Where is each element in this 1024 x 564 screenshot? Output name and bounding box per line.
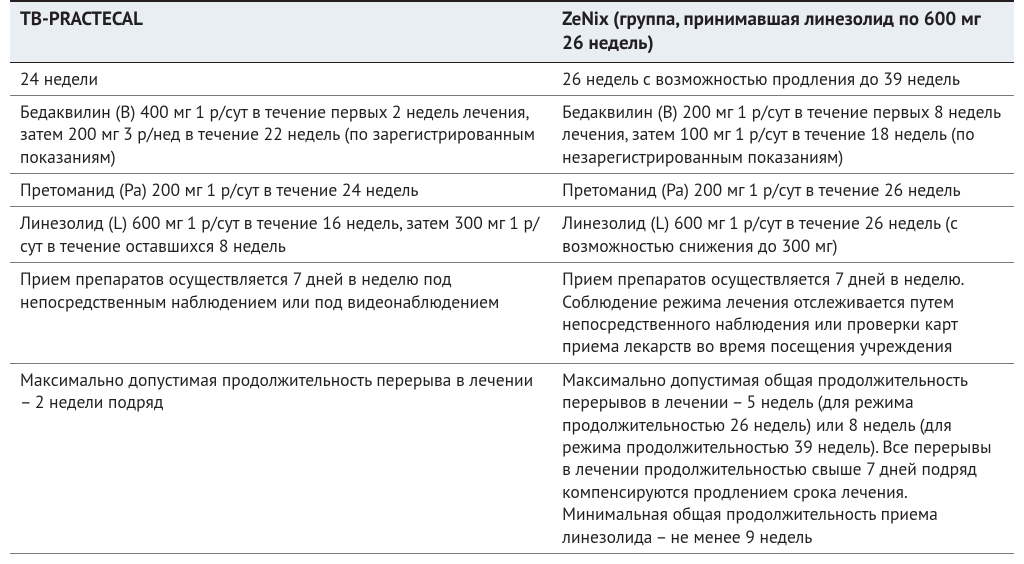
cell-left: Максимально допустимая продолжительность… — [10, 363, 552, 553]
col-header-zenix: ZeNix (группа, принимавшая линезолид по … — [552, 1, 1014, 62]
table-row: Максимально допустимая продолжительность… — [10, 363, 1014, 553]
comparison-table-container: TB-PRACTECAL ZeNix (группа, принимавшая … — [0, 0, 1024, 564]
col-header-practecal: TB-PRACTECAL — [10, 1, 552, 62]
cell-left: 24 недели — [10, 62, 552, 95]
cell-left: Бедаквилин (B) 400 мг 1 р/сут в течение … — [10, 95, 552, 173]
comparison-table: TB-PRACTECAL ZeNix (группа, принимавшая … — [10, 0, 1014, 554]
cell-left: Прием препаратов осуществляется 7 дней в… — [10, 263, 552, 364]
table-row: Прием препаратов осуществляется 7 дней в… — [10, 263, 1014, 364]
table-row: 24 недели 26 недель с возможностью продл… — [10, 62, 1014, 95]
cell-right: Линезолид (L) 600 мг 1 р/сут в течение 2… — [552, 207, 1014, 263]
cell-right: 26 недель с возможностью продления до 39… — [552, 62, 1014, 95]
cell-right: Бедаквилин (B) 200 мг 1 р/сут в течение … — [552, 95, 1014, 173]
cell-left: Линезолид (L) 600 мг 1 р/сут в течение 1… — [10, 207, 552, 263]
table-header-row: TB-PRACTECAL ZeNix (группа, принимавшая … — [10, 1, 1014, 62]
cell-left: Претоманид (Pa) 200 мг 1 р/сут в течение… — [10, 174, 552, 207]
cell-right: Максимально допустимая общая продолжител… — [552, 363, 1014, 553]
cell-right: Претоманид (Pa) 200 мг 1 р/сут в течение… — [552, 174, 1014, 207]
table-row: Претоманид (Pa) 200 мг 1 р/сут в течение… — [10, 174, 1014, 207]
table-row: Бедаквилин (B) 400 мг 1 р/сут в течение … — [10, 95, 1014, 173]
table-row: Линезолид (L) 600 мг 1 р/сут в течение 1… — [10, 207, 1014, 263]
cell-right: Прием препаратов осуществляется 7 дней в… — [552, 263, 1014, 364]
